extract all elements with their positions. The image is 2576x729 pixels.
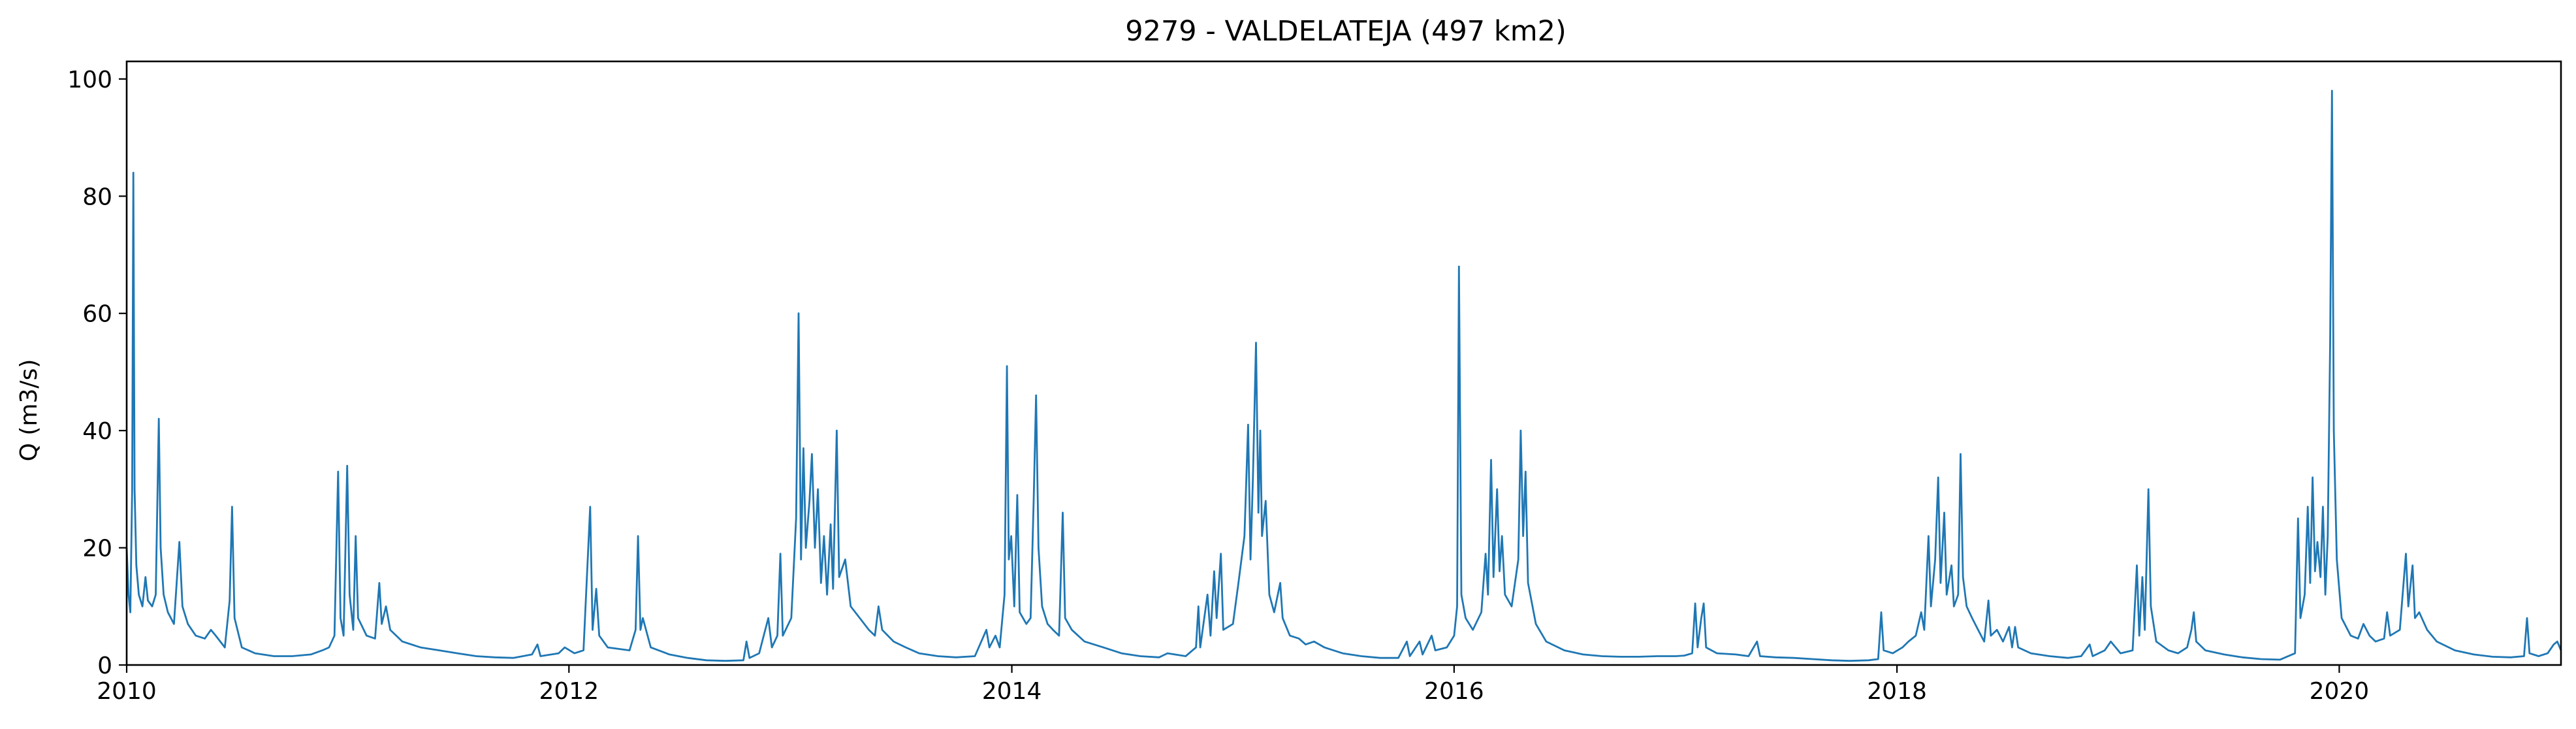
plot-area xyxy=(125,60,2562,666)
x-tick-label: 2018 xyxy=(1867,678,1927,705)
y-tick-label: 60 xyxy=(82,301,112,328)
x-axis: 2010 2012 2014 2016 2018 2020 xyxy=(97,665,2369,705)
y-tick-label: 20 xyxy=(82,536,112,562)
y-tick-label: 80 xyxy=(82,184,112,210)
y-axis: 0 20 40 60 80 100 xyxy=(67,67,127,679)
x-tick-label: 2012 xyxy=(539,678,599,705)
x-tick-label: 2016 xyxy=(1424,678,1484,705)
y-tick-label: 40 xyxy=(82,418,112,445)
series-line-discharge xyxy=(125,89,2562,662)
y-axis-label: Q (m3/s) xyxy=(16,359,42,462)
y-tick-label: 100 xyxy=(67,67,112,93)
plot-frame xyxy=(125,60,2562,666)
y-tick-label: 0 xyxy=(97,653,112,679)
x-tick-label: 2010 xyxy=(97,678,157,705)
chart-title: 9279 - VALDELATEJA (497 km2) xyxy=(1125,15,1566,48)
x-tick-label: 2020 xyxy=(2310,678,2370,705)
x-tick-label: 2014 xyxy=(982,678,1042,705)
